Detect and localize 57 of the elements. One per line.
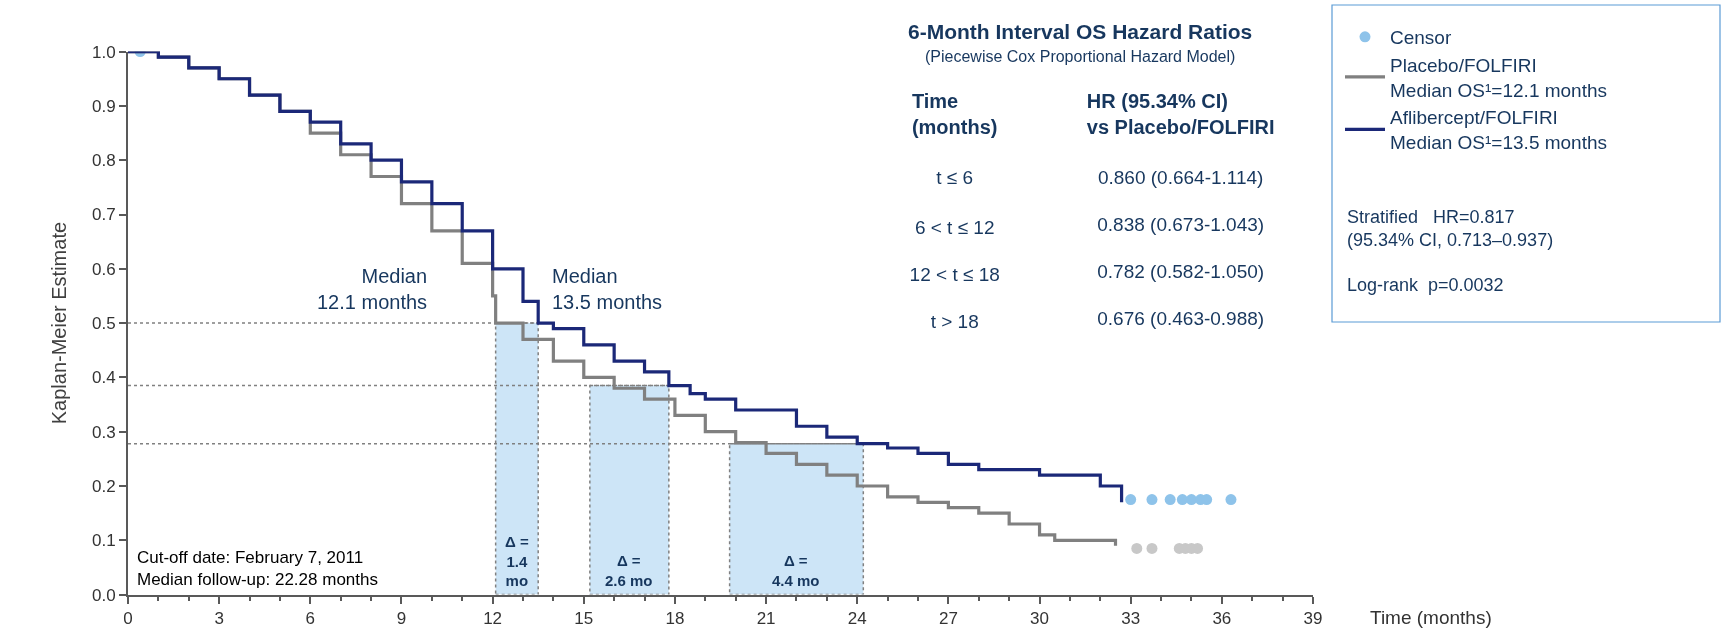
- x-tick-label: 39: [1303, 609, 1323, 628]
- annotation: 0.838 (0.673-1.043): [1097, 214, 1265, 236]
- annotation: t ≤ 6: [936, 167, 974, 189]
- point: [1176, 494, 1188, 506]
- point: [1125, 494, 1137, 506]
- point: [1131, 542, 1143, 554]
- x-axis-title: Time (months): [1370, 607, 1492, 628]
- annotation: Cut-off date: February 7, 2011 Median follow-up: 22.28 months: [137, 548, 378, 590]
- point: [1164, 494, 1176, 506]
- y-tick-label: 0.9: [91, 96, 116, 116]
- x-tick-label: 24: [847, 609, 867, 628]
- text: Stratified HR=0.817 (95.34% CI, 0.713–0.937): [1347, 207, 1554, 251]
- annotation: Time (months): [911, 90, 998, 138]
- y-tick-label: 1.0: [91, 42, 116, 62]
- text: Log-rank p=0.0032: [1347, 275, 1504, 295]
- legend-label: Placebo/FOLFIRI Median OS¹=12.1 months: [1390, 54, 1608, 101]
- x-tick-label: 9: [396, 609, 407, 628]
- y-tick-label: 0.2: [91, 476, 116, 496]
- y-tick-label: 0.7: [91, 205, 116, 225]
- annotation: Median 13.5 months: [552, 265, 663, 313]
- x-tick-label: 6: [305, 609, 316, 628]
- y-tick-label: 0.8: [91, 151, 116, 171]
- annotation: HR (95.34% CI) vs Placebo/FOLFIRI: [1086, 90, 1275, 138]
- x-tick-label: 18: [665, 609, 685, 628]
- point: [1146, 494, 1158, 506]
- text: (Piecewise Cox Proportional Hazard Model): [925, 48, 1236, 65]
- annotation: 6 < t ≤ 12: [914, 217, 995, 238]
- band-label: Δ = 1.4 mo: [505, 533, 529, 589]
- legend-label: Censor: [1390, 27, 1452, 49]
- annotation: 0.676 (0.463-0.988): [1097, 308, 1265, 330]
- annotation: 0.782 (0.582-1.050): [1097, 261, 1265, 283]
- x-tick-label: 15: [574, 609, 594, 628]
- y-tick-label: 0.1: [91, 531, 116, 551]
- annotation: 0.860 (0.664-1.114): [1097, 167, 1264, 189]
- band-label: Δ = 2.6 mo: [605, 552, 653, 589]
- y-tick-label: 0.3: [91, 422, 116, 442]
- band-label: Δ = 4.4 mo: [772, 552, 820, 589]
- annotation: t > 18: [930, 311, 979, 332]
- x-tick-label: 36: [1212, 609, 1232, 628]
- text: 6-Month Interval OS Hazard Ratios: [908, 20, 1253, 43]
- x-tick-label: 12: [483, 609, 503, 628]
- annotation: Median 12.1 months: [317, 265, 428, 313]
- x-tick-label: 30: [1030, 609, 1049, 628]
- y-tick-label: 0.5: [91, 314, 116, 334]
- x-tick-label: 3: [214, 609, 224, 628]
- x-tick-label: 0: [123, 609, 133, 628]
- point: [1225, 494, 1237, 506]
- legend-label: Aflibercept/FOLFIRI Median OS¹=13.5 months: [1390, 107, 1608, 154]
- point: [1146, 542, 1158, 554]
- y-tick-label: 0.6: [91, 259, 116, 279]
- y-tick-label: 0.0: [91, 585, 116, 605]
- x-tick-label: 21: [756, 609, 776, 628]
- y-tick-label: 0.4: [91, 368, 116, 388]
- x-tick-label: 33: [1121, 609, 1141, 628]
- y-axis-title: Kaplan-Meier Estimate: [47, 221, 70, 425]
- annotation: 12 < t ≤ 18: [909, 264, 1000, 285]
- x-tick-label: 27: [938, 609, 958, 628]
